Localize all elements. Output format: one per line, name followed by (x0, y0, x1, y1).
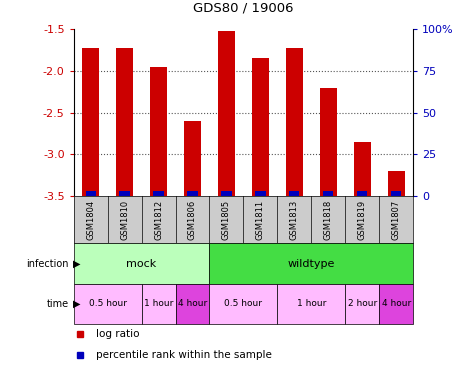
Text: log ratio: log ratio (95, 329, 139, 339)
Bar (345, 284, 379, 324)
Text: 1 hour: 1 hour (144, 299, 173, 308)
Bar (320, 87, 337, 196)
Bar (209, 243, 413, 284)
Bar (256, 191, 266, 196)
Text: wildtype: wildtype (288, 258, 335, 269)
Text: GSM1812: GSM1812 (154, 199, 163, 240)
Bar (357, 191, 367, 196)
Bar (209, 284, 277, 324)
Text: GSM1806: GSM1806 (188, 199, 197, 240)
Bar (150, 67, 167, 196)
Bar (74, 284, 142, 324)
Bar (188, 191, 198, 196)
Text: GSM1818: GSM1818 (324, 199, 333, 240)
Bar (379, 284, 413, 324)
Text: GSM1804: GSM1804 (86, 199, 95, 240)
Text: 0.5 hour: 0.5 hour (224, 299, 262, 308)
Text: ▶: ▶ (73, 258, 81, 269)
Bar (391, 191, 401, 196)
Text: mock: mock (126, 258, 157, 269)
Bar (286, 48, 303, 196)
Text: 0.5 hour: 0.5 hour (88, 299, 126, 308)
Text: 4 hour: 4 hour (178, 299, 207, 308)
Text: GSM1810: GSM1810 (120, 199, 129, 240)
Text: GSM1813: GSM1813 (290, 199, 299, 240)
Bar (86, 191, 95, 196)
Text: GSM1819: GSM1819 (358, 199, 367, 240)
Bar (221, 191, 231, 196)
Bar (142, 284, 176, 324)
Bar (184, 121, 201, 196)
Text: 4 hour: 4 hour (381, 299, 411, 308)
Bar (388, 171, 405, 196)
Bar (277, 284, 345, 324)
Bar (289, 191, 299, 196)
Bar (82, 48, 99, 196)
Bar (176, 284, 209, 324)
Text: GSM1807: GSM1807 (392, 199, 401, 240)
Bar (120, 191, 130, 196)
Bar (323, 191, 333, 196)
Text: GSM1811: GSM1811 (256, 199, 265, 240)
Text: ▶: ▶ (73, 299, 81, 309)
Text: time: time (47, 299, 69, 309)
Bar (116, 48, 133, 196)
Bar (354, 142, 371, 196)
Text: infection: infection (27, 258, 69, 269)
Bar (252, 59, 269, 196)
Bar (218, 31, 235, 196)
Text: GSM1805: GSM1805 (222, 199, 231, 240)
Bar (153, 191, 163, 196)
Text: 1 hour: 1 hour (297, 299, 326, 308)
Bar (74, 243, 209, 284)
Text: percentile rank within the sample: percentile rank within the sample (95, 351, 272, 361)
Text: 2 hour: 2 hour (348, 299, 377, 308)
Text: GDS80 / 19006: GDS80 / 19006 (193, 1, 294, 15)
